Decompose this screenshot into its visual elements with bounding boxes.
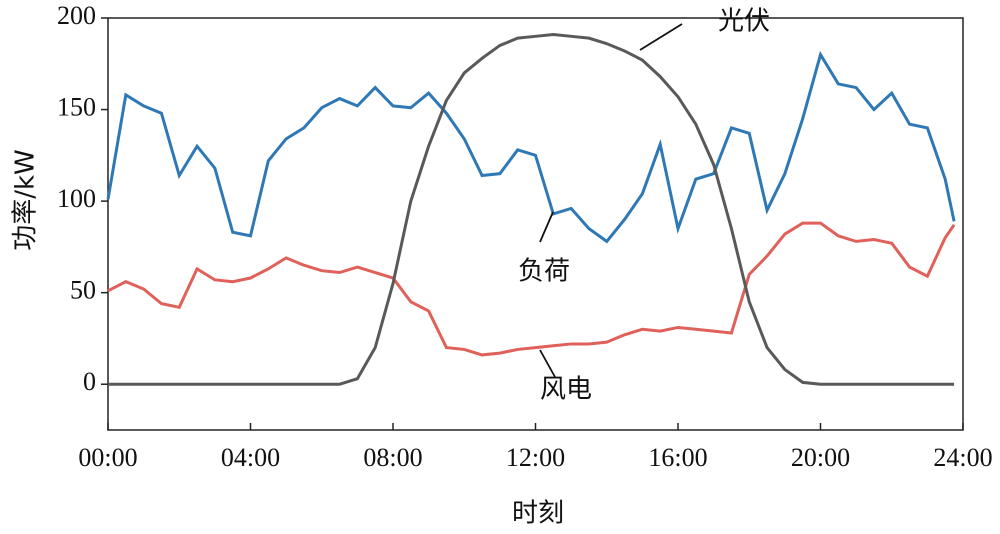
- x-tick-label: 08:00: [363, 443, 422, 472]
- y-tick-label: 200: [57, 1, 96, 30]
- x-tick-label: 00:00: [78, 443, 137, 472]
- leader-line: [639, 23, 683, 51]
- series-label: 光伏: [718, 7, 770, 37]
- y-tick-label: 50: [70, 276, 96, 305]
- x-tick-label: 20:00: [791, 443, 850, 472]
- series-label: 负荷: [518, 257, 570, 287]
- x-tick-label: 16:00: [648, 443, 707, 472]
- series-line: [107, 221, 956, 357]
- y-tick-label: 100: [57, 184, 96, 213]
- series-line: [106, 50, 956, 244]
- y-tick-label: 150: [57, 93, 96, 122]
- y-tick-label: 0: [83, 367, 96, 396]
- x-tick-label: 24:00: [933, 443, 992, 472]
- leader-line: [539, 211, 554, 243]
- x-tick-label: 12:00: [506, 443, 565, 472]
- series-label: 风电: [540, 375, 592, 405]
- y-axis-label: 功率/kW: [11, 149, 41, 251]
- x-axis-label: 时刻: [512, 499, 564, 529]
- x-tick-label: 04:00: [221, 443, 280, 472]
- leader-line: [539, 349, 556, 378]
- series-line: [108, 32, 955, 386]
